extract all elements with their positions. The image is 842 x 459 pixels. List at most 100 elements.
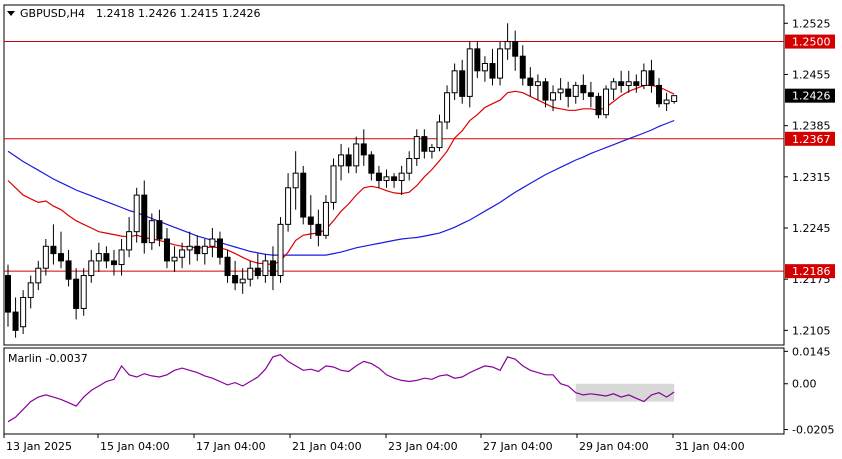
candle (610, 78, 617, 101)
candle (103, 246, 110, 269)
candle-body (459, 70, 466, 97)
candle (375, 165, 382, 188)
candle-body (254, 267, 261, 277)
candle (353, 136, 360, 174)
candle-body (110, 260, 117, 266)
price-tick-label: 1.2525 (792, 17, 831, 30)
candle (504, 23, 511, 60)
candle (580, 74, 587, 101)
candle-body (133, 194, 140, 233)
price-tick-label: 1.2385 (792, 120, 831, 133)
candle-body (88, 260, 95, 277)
candle-body (413, 136, 420, 160)
candle-body (35, 267, 42, 284)
candle (148, 213, 155, 250)
candle-body (322, 201, 329, 236)
candle (330, 158, 337, 210)
indicator-line-path (7, 354, 675, 423)
candle (436, 114, 443, 152)
candle-body (141, 194, 148, 244)
collapse-triangle-icon[interactable] (7, 11, 15, 16)
candle-body (179, 249, 186, 258)
price-axis: 1.25251.24551.23851.23151.22451.21751.21… (784, 17, 831, 337)
candle (603, 85, 610, 119)
candle (595, 92, 602, 119)
candle-body (345, 154, 352, 167)
candle-body (315, 223, 322, 236)
level-tag (785, 34, 835, 49)
candle (254, 253, 261, 280)
candle-body (171, 256, 178, 262)
candle-body (118, 249, 125, 266)
candle (398, 165, 405, 196)
candle (163, 228, 170, 269)
candle-body (625, 81, 632, 86)
candle (133, 187, 140, 243)
candle-body (572, 84, 579, 97)
candles (5, 23, 678, 338)
candle-body (360, 143, 367, 156)
candle-body (50, 245, 57, 255)
time-tick-label: 31 Jan 04:00 (675, 440, 745, 453)
ohlc-low: 1.2415 (180, 7, 219, 20)
candle-body (330, 165, 337, 203)
candle (542, 78, 549, 108)
candle-body (103, 253, 110, 262)
candle (497, 41, 504, 86)
candle-body (663, 99, 670, 105)
candle (35, 260, 42, 291)
candle-body (277, 223, 284, 277)
candle (65, 249, 72, 287)
current-price-tag (785, 88, 835, 103)
candle (118, 238, 125, 276)
candle-body (587, 92, 594, 97)
candle (587, 81, 594, 108)
candle-body (519, 55, 526, 79)
candle (88, 249, 95, 283)
indicator-label: Marlin -0.0037 (8, 352, 88, 365)
candle (12, 297, 19, 338)
candle-body (247, 267, 254, 280)
time-tick-label: 27 Jan 04:00 (483, 440, 553, 453)
candle (338, 143, 345, 181)
candle (285, 173, 292, 232)
candle (209, 228, 216, 258)
candle-body (406, 158, 413, 174)
candle-body (73, 278, 80, 309)
candle-body (156, 220, 163, 240)
indicator-line (7, 354, 675, 423)
candle-body (5, 275, 11, 313)
indicator-tick-label: 0.0145 (792, 345, 831, 358)
ohlc-open: 1.2418 (96, 7, 135, 20)
candle (550, 85, 557, 112)
candle-body (481, 62, 488, 72)
candle (42, 238, 49, 276)
candle (315, 209, 322, 247)
candle (156, 209, 163, 247)
candle-body (640, 70, 647, 86)
ma-red-line (7, 84, 675, 266)
candle (625, 70, 632, 93)
candle (345, 147, 352, 174)
candle (322, 195, 329, 239)
candle-body (95, 253, 102, 262)
time-tick-label: 15 Jan 04:00 (100, 440, 170, 453)
level-tag (785, 264, 835, 279)
symbol-label: GBPUSD,H4 (20, 7, 85, 20)
candle-body (209, 238, 216, 247)
candle (201, 238, 208, 265)
moving-averages (7, 84, 675, 266)
candle (489, 48, 496, 86)
candle-body (618, 81, 625, 86)
price-tick-label: 1.2245 (792, 222, 831, 235)
indicator-axis: 0.0145 0.00 -0.0205 (784, 345, 834, 437)
candle-body (648, 70, 655, 86)
candle (232, 260, 239, 291)
candle (519, 45, 526, 86)
candle-body (20, 296, 27, 328)
candle (50, 224, 57, 265)
candle-body (557, 88, 564, 94)
candle-body (194, 245, 201, 255)
candle-body (534, 81, 541, 86)
